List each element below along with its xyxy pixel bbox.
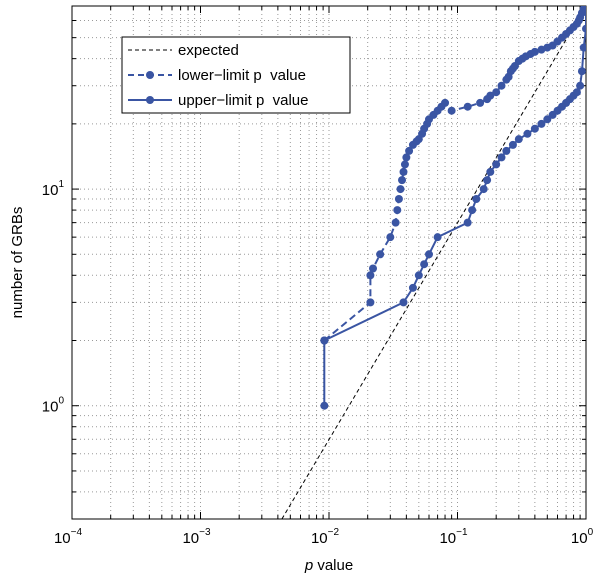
data-point bbox=[582, 6, 586, 13]
data-point bbox=[366, 271, 375, 280]
data-point bbox=[386, 233, 395, 242]
data-point bbox=[472, 194, 481, 203]
data-point bbox=[408, 283, 417, 292]
data-point bbox=[399, 298, 408, 307]
data-point bbox=[376, 250, 385, 259]
x-tick-label: 10−4 bbox=[54, 527, 83, 547]
data-point bbox=[579, 43, 586, 52]
x-tick-label: 10−3 bbox=[182, 527, 211, 547]
data-point bbox=[320, 336, 329, 345]
expected-line bbox=[281, 6, 586, 519]
legend-label-expected: expected bbox=[178, 42, 239, 59]
data-point bbox=[576, 81, 585, 90]
data-point bbox=[400, 160, 409, 169]
y-tick-label: 101 bbox=[42, 179, 65, 199]
data-point bbox=[394, 194, 403, 203]
data-point bbox=[441, 98, 450, 107]
data-point bbox=[402, 153, 411, 162]
legend: expected lower−limit p value upper−limit… bbox=[121, 36, 351, 114]
data-point bbox=[420, 260, 429, 269]
data-point bbox=[405, 146, 414, 155]
data-point bbox=[543, 115, 552, 124]
data-point bbox=[433, 233, 442, 242]
x-tick-label: 10−2 bbox=[311, 527, 340, 547]
data-point bbox=[486, 91, 495, 100]
legend-label-lower-limit: lower−limit p value bbox=[178, 67, 306, 84]
y-axis-label: number of GRBs bbox=[9, 207, 26, 319]
series-line bbox=[323, 8, 586, 406]
y-tick-label: 100 bbox=[42, 396, 65, 416]
data-point bbox=[414, 271, 423, 280]
data-point bbox=[486, 167, 495, 176]
legend-marker-upper-limit bbox=[146, 96, 154, 104]
x-tick-label: 10−1 bbox=[439, 527, 468, 547]
series-2 bbox=[320, 6, 586, 410]
series-1 bbox=[320, 6, 586, 345]
data-point bbox=[463, 102, 472, 111]
data-point bbox=[369, 264, 378, 273]
series-0 bbox=[281, 6, 586, 519]
legend-marker-lower-limit bbox=[146, 71, 154, 79]
data-point bbox=[497, 153, 506, 162]
data-point bbox=[393, 206, 402, 215]
data-point bbox=[530, 47, 539, 56]
data-point bbox=[479, 185, 488, 194]
data-point bbox=[502, 146, 511, 155]
data-point bbox=[396, 185, 405, 194]
data-point bbox=[582, 24, 586, 33]
data-point bbox=[514, 135, 523, 144]
data-point bbox=[398, 176, 407, 185]
data-point bbox=[391, 218, 400, 227]
data-point bbox=[476, 98, 485, 107]
data-point bbox=[492, 88, 501, 97]
data-point bbox=[492, 160, 501, 169]
data-point bbox=[497, 81, 506, 90]
data-point bbox=[483, 176, 492, 185]
x-axis-label: p value bbox=[304, 557, 353, 574]
data-point bbox=[447, 106, 456, 115]
data-point bbox=[577, 67, 586, 76]
data-point bbox=[508, 140, 517, 149]
data-point bbox=[366, 298, 375, 307]
series-line bbox=[323, 6, 586, 342]
series-layer bbox=[281, 6, 586, 519]
data-point bbox=[463, 218, 472, 227]
data-point bbox=[537, 119, 546, 128]
data-point bbox=[424, 250, 433, 259]
data-point bbox=[399, 167, 408, 176]
data-point bbox=[320, 401, 329, 410]
data-point bbox=[523, 129, 532, 138]
data-point bbox=[530, 124, 539, 133]
data-point bbox=[572, 88, 581, 97]
data-point bbox=[468, 206, 477, 215]
legend-label-upper-limit: upper−limit p value bbox=[178, 92, 309, 109]
x-tick-label: 100 bbox=[571, 527, 594, 547]
